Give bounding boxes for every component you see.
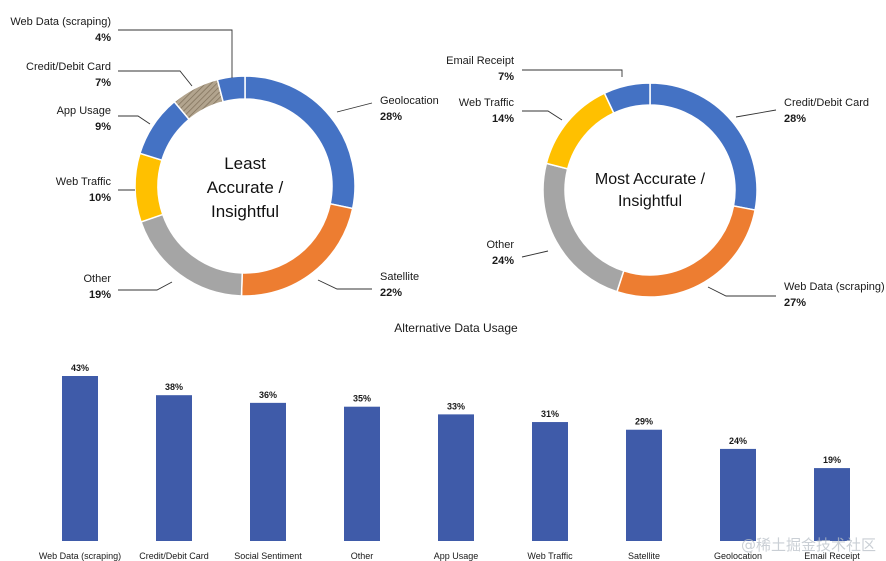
donut-center-label: Insightful — [211, 202, 279, 221]
leader-line-satellite — [317, 279, 372, 290]
slice-label-app-usage: App Usage — [57, 105, 111, 117]
bar-category-label: Geolocation — [714, 551, 762, 561]
bar-geolocation — [720, 448, 756, 541]
bar-category-label: Web Traffic — [527, 551, 573, 561]
bar-value-label: 31% — [541, 409, 559, 419]
watermark: @稀土掘金技术社区 — [740, 536, 876, 554]
slice-label-satellite: Satellite — [380, 271, 419, 283]
bar-value-label: 43% — [71, 363, 89, 373]
slice-label-geolocation: Geolocation — [380, 95, 439, 107]
bar-value-label: 24% — [729, 436, 747, 446]
slice-value-other: 19% — [89, 289, 111, 301]
donut-slice-web-data-scraping — [216, 75, 246, 103]
leader-line-web-data-scraping — [118, 29, 233, 78]
slice-label-email-receipt: Email Receipt — [446, 55, 514, 67]
bar-category-label: Web Data (scraping) — [39, 551, 121, 561]
bar-satellite — [626, 429, 662, 541]
bar-value-label: 38% — [165, 382, 183, 392]
bar-category-label: Social Sentiment — [234, 551, 302, 561]
bar-value-label: 19% — [823, 455, 841, 465]
donut-slice-web-data-scraping — [615, 205, 756, 298]
slice-value-credit-debit-card: 7% — [95, 77, 111, 89]
slice-label-web-data-scraping: Web Data (scraping) — [784, 281, 885, 293]
bar-category-label: Email Receipt — [804, 551, 860, 561]
donut-chart-least-accurate: Geolocation 28% Satellite 22% Other 19% Web Tr… — [10, 16, 438, 301]
bar-app-usage — [438, 414, 474, 541]
bar-social-sentiment — [250, 402, 286, 541]
donut-slice-credit-debit-card — [649, 82, 758, 211]
donut-slice-other — [140, 213, 244, 297]
slice-label-credit-debit-card: Credit/Debit Card — [784, 97, 869, 109]
leader-line-geolocation — [336, 102, 373, 113]
bar-value-label: 35% — [353, 394, 371, 404]
donut-center-label: Least — [224, 154, 266, 173]
slice-value-app-usage: 9% — [95, 121, 111, 133]
slice-value-web-data-scraping: 27% — [784, 297, 806, 309]
slice-value-other: 24% — [492, 255, 514, 267]
slice-value-web-traffic: 14% — [492, 113, 514, 125]
leader-line-credit-debit-card — [735, 109, 777, 118]
slice-value-email-receipt: 7% — [498, 71, 514, 83]
bar-credit-debit-card — [156, 395, 192, 541]
slice-value-web-traffic: 10% — [89, 192, 111, 204]
donut-center-label: Insightful — [618, 193, 682, 210]
bar-category-label: App Usage — [434, 551, 479, 561]
bar-web-traffic — [532, 422, 568, 541]
bar-email-receipt — [814, 468, 850, 541]
slice-value-geolocation: 28% — [380, 111, 402, 123]
slice-value-credit-debit-card: 28% — [784, 113, 806, 125]
slice-label-web-traffic: Web Traffic — [459, 97, 515, 109]
bar-value-label: 33% — [447, 401, 465, 411]
donut-slice-email-receipt — [603, 82, 651, 115]
slice-label-web-traffic: Web Traffic — [56, 176, 112, 188]
bar-chart-title: Alternative Data Usage — [394, 321, 518, 335]
slice-label-credit-debit-card: Credit/Debit Card — [26, 61, 111, 73]
leader-line-web-data-scraping — [707, 286, 776, 297]
leader-line-other — [521, 250, 549, 258]
slice-label-other: Other — [486, 239, 514, 251]
bar-category-label: Satellite — [628, 551, 660, 561]
donut-slice-web-traffic — [545, 92, 615, 170]
slice-value-web-data-scraping: 4% — [95, 32, 111, 44]
bar-value-label: 36% — [259, 390, 277, 400]
leader-line-web-traffic — [522, 110, 563, 121]
bar-category-label: Other — [351, 551, 374, 561]
donut-center-label: Accurate / — [207, 178, 284, 197]
leader-line-credit-debit-card — [118, 70, 193, 87]
bar-value-label: 29% — [635, 417, 653, 427]
slice-value-satellite: 22% — [380, 287, 402, 299]
bar-web-data-scraping — [62, 376, 98, 541]
donut-center-label: Most Accurate / — [595, 171, 706, 188]
donut-slice-web-traffic — [134, 152, 164, 223]
bar-other — [344, 406, 380, 541]
donut-chart-most-accurate: Credit/Debit Card 28% Web Data (scraping) 2… — [446, 55, 885, 309]
slice-label-other: Other — [83, 273, 111, 285]
slice-label-web-data-scraping: Web Data (scraping) — [10, 16, 111, 28]
bar-category-label: Credit/Debit Card — [139, 551, 209, 561]
leader-line-email-receipt — [522, 69, 623, 77]
bar-chart-alternative-data-usage: Alternative Data Usage 43% Web Data (scrap… — [39, 321, 860, 561]
leader-line-app-usage — [118, 115, 151, 125]
leader-line-other — [118, 281, 173, 291]
